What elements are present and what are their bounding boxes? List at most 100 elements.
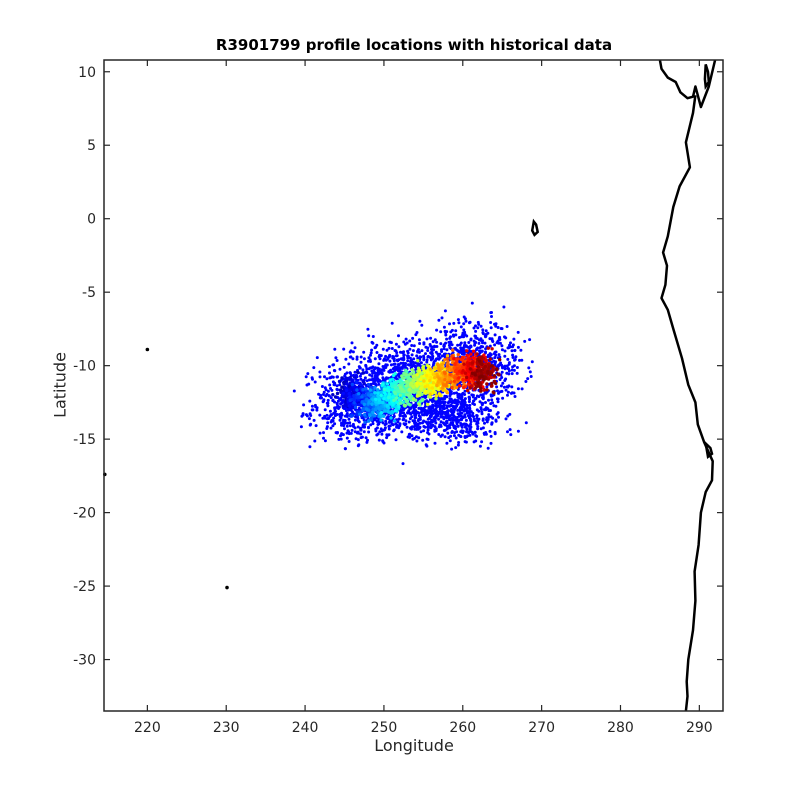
- profile-point: [388, 392, 392, 396]
- profile-point: [397, 383, 401, 387]
- profile-point: [469, 352, 473, 356]
- historical-point: [358, 374, 362, 378]
- profile-point: [337, 379, 342, 384]
- historical-point: [351, 357, 355, 361]
- historical-point: [359, 360, 363, 364]
- historical-point: [425, 444, 429, 448]
- profile-point: [421, 366, 425, 370]
- profile-point: [440, 362, 445, 367]
- historical-point: [456, 343, 460, 347]
- profile-point: [473, 373, 477, 377]
- historical-point: [435, 357, 439, 361]
- historical-point: [335, 359, 339, 362]
- historical-point: [438, 423, 442, 427]
- historical-point: [454, 446, 458, 450]
- historical-point: [382, 441, 386, 445]
- historical-point: [467, 424, 471, 428]
- historical-point: [473, 403, 476, 406]
- historical-point: [397, 363, 401, 367]
- historical-point: [335, 402, 339, 406]
- y-tick-label: -20: [73, 506, 96, 522]
- profile-point: [339, 402, 343, 406]
- historical-point: [437, 411, 441, 415]
- profile-point: [456, 357, 460, 361]
- profile-point: [354, 380, 358, 384]
- historical-point: [387, 427, 391, 431]
- historical-point: [494, 404, 498, 408]
- historical-point: [342, 419, 346, 422]
- y-tick-label: -10: [73, 359, 96, 375]
- historical-point: [369, 351, 373, 355]
- historical-point: [378, 379, 382, 383]
- profile-point: [465, 375, 469, 380]
- historical-point: [335, 387, 339, 391]
- profile-point: [349, 414, 354, 418]
- island-2: [703, 64, 711, 90]
- historical-point: [404, 362, 408, 365]
- historical-point: [376, 366, 380, 370]
- historical-point: [463, 435, 467, 438]
- historical-point: [459, 347, 463, 351]
- historical-point: [344, 421, 347, 425]
- historical-point: [401, 361, 405, 365]
- historical-point: [483, 421, 486, 425]
- historical-point: [385, 433, 389, 437]
- historical-point: [448, 391, 452, 395]
- profile-point: [490, 347, 494, 351]
- historical-point: [406, 363, 410, 367]
- historical-point: [332, 411, 336, 415]
- historical-point: [325, 401, 329, 405]
- historical-point: [342, 365, 346, 369]
- historical-point: [444, 331, 448, 335]
- historical-point: [366, 327, 370, 331]
- profile-point: [376, 391, 380, 395]
- profile-point: [352, 397, 357, 402]
- historical-point: [483, 341, 487, 345]
- historical-point: [310, 408, 314, 412]
- profile-point: [383, 409, 387, 413]
- profile-point: [341, 391, 345, 396]
- historical-point: [406, 411, 409, 415]
- profile-point: [443, 377, 447, 382]
- historical-point: [322, 436, 325, 440]
- historical-point: [469, 345, 473, 349]
- historical-point: [422, 429, 426, 433]
- historical-point: [398, 423, 402, 427]
- historical-point: [484, 347, 488, 351]
- historical-point: [342, 347, 346, 351]
- profile-point: [471, 349, 476, 353]
- historical-point: [410, 415, 414, 419]
- historical-point: [502, 385, 506, 389]
- profile-point: [358, 412, 362, 416]
- historical-point: [362, 357, 366, 361]
- historical-point: [429, 425, 433, 429]
- historical-point: [348, 421, 352, 425]
- profile-point: [480, 374, 485, 378]
- historical-point: [453, 425, 456, 429]
- profile-point: [453, 369, 458, 374]
- profile-point: [452, 357, 456, 361]
- historical-point: [475, 434, 479, 438]
- historical-point: [458, 409, 462, 413]
- historical-point: [396, 420, 400, 424]
- historical-point: [476, 425, 480, 428]
- historical-point: [476, 427, 480, 431]
- profile-point: [450, 368, 454, 372]
- historical-point: [428, 416, 431, 420]
- historical-point: [349, 349, 353, 353]
- profile-point: [368, 414, 372, 418]
- historical-point: [422, 342, 426, 346]
- historical-point: [452, 434, 456, 438]
- historical-point: [495, 385, 499, 389]
- historical-point: [403, 364, 407, 368]
- historical-point: [351, 350, 355, 354]
- historical-point: [430, 418, 434, 422]
- historical-point: [468, 406, 472, 410]
- profile-point: [437, 368, 441, 373]
- historical-point: [451, 351, 455, 355]
- historical-point: [315, 356, 319, 360]
- profile-point: [473, 382, 477, 386]
- profile-point: [408, 403, 412, 407]
- profile-point: [356, 370, 360, 375]
- historical-point: [367, 367, 371, 371]
